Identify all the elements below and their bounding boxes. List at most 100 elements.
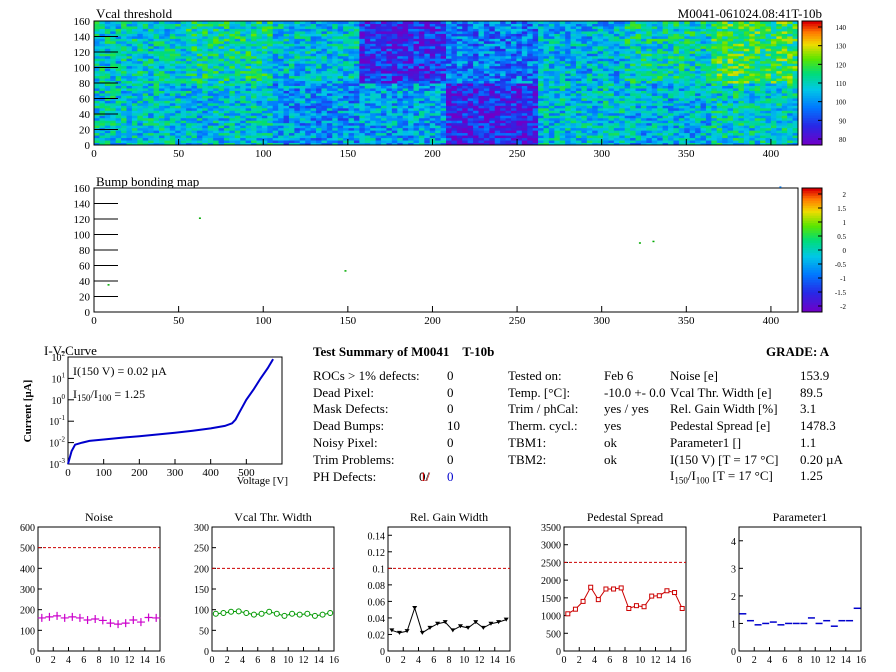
vcal-cell [413, 107, 420, 111]
vcal-cell [391, 107, 398, 111]
vcal-cell [527, 125, 534, 129]
vcal-cell [381, 125, 387, 129]
vcal-cell [310, 102, 317, 106]
vcal-cell [727, 63, 734, 67]
vcal-cell [121, 78, 127, 82]
vcal-cell [727, 90, 734, 94]
vcal-cell [657, 132, 664, 136]
vcal-cell [575, 65, 582, 69]
vcal-cell [218, 63, 225, 67]
vcal-cell [418, 137, 425, 141]
vcal-cell [765, 110, 772, 114]
vcal-cell [483, 132, 490, 136]
vcal-cell [689, 73, 696, 77]
vcal-cell [662, 115, 669, 119]
vcal-cell [781, 65, 788, 69]
vcal-cell [164, 80, 171, 84]
vcal-cell [467, 55, 474, 59]
vcal-cell [402, 78, 409, 82]
vcal-cell [278, 78, 285, 82]
vcal-cell [624, 78, 631, 82]
vcal-cell [191, 115, 198, 119]
vcal-cell [592, 112, 599, 116]
vcal-cell [272, 50, 279, 54]
vcal-cell [554, 75, 561, 79]
vcal-cell [575, 117, 582, 121]
vcal-cell [554, 102, 561, 106]
vcal-cell [760, 65, 767, 69]
vcal-cell [754, 55, 761, 59]
vcal-cell [321, 127, 328, 131]
vcal-cell [640, 90, 647, 94]
vcal-cell [251, 117, 257, 121]
vcal-cell [689, 58, 696, 62]
vcal-cell [765, 78, 772, 82]
vcal-cell [186, 92, 192, 96]
vcal-cell [440, 53, 447, 57]
vcal-cell [316, 97, 322, 101]
vcal-cell [462, 137, 469, 141]
vcal-cell [240, 73, 247, 77]
vcal-cell [180, 60, 187, 64]
vcal-cell [651, 125, 658, 129]
vcal-cell [711, 137, 718, 141]
vcal-cell [121, 95, 127, 99]
vcal-cell [218, 97, 225, 101]
vcal-cell [640, 75, 647, 79]
vcal-cell [191, 48, 198, 52]
vcal-cell [505, 83, 512, 86]
vcal-cell [381, 112, 387, 116]
vcal-cell [592, 137, 599, 141]
vcal-cell [478, 142, 485, 146]
vcal-cell [435, 102, 442, 106]
vcal-cell [749, 117, 756, 121]
vcal-cell [229, 102, 236, 106]
vcal-cell [218, 55, 225, 59]
vcal-cell [624, 105, 631, 109]
vcal-cell [543, 120, 550, 124]
vcal-cell [483, 50, 490, 54]
vcal-cell [272, 100, 279, 104]
vcal-cell [294, 132, 301, 136]
vcal-cell [456, 110, 463, 114]
vcal-cell [776, 83, 783, 86]
vcal-cell [494, 92, 501, 96]
vcal-cell [359, 137, 366, 141]
vcal-cell [619, 50, 626, 54]
vcal-cell [418, 90, 425, 94]
vcal-cell [527, 58, 534, 62]
vcal-cell [462, 117, 469, 121]
vcal-cell [554, 130, 561, 134]
vcal-cell [613, 127, 620, 131]
vcal-cell [169, 95, 176, 99]
vcal-cell [321, 65, 328, 69]
vcal-cell [299, 92, 306, 96]
vcal-cell [505, 100, 512, 104]
vcal-cell [673, 132, 680, 136]
vcal-cell [608, 63, 615, 67]
vcal-cell [738, 78, 745, 82]
vcal-cell [110, 132, 117, 136]
vcal-cell [288, 85, 295, 89]
vcal-cell [299, 63, 306, 67]
vcal-cell [353, 75, 360, 79]
vcal-cell [110, 97, 117, 101]
vcal-cell [332, 65, 339, 69]
vcal-cell [288, 130, 295, 134]
vcal-cell [121, 122, 127, 126]
vcal-cell [554, 135, 561, 139]
vcal-cell [381, 75, 387, 79]
vcal-cell [391, 65, 398, 69]
vcal-cell [251, 83, 257, 86]
vcal-cell [478, 75, 485, 79]
vcal-cell [353, 122, 360, 126]
vcal-cell [651, 115, 658, 119]
vcal-cell [770, 83, 777, 86]
vcal-cell [543, 65, 550, 69]
vcal-cell [613, 68, 620, 72]
vcal-cell [565, 127, 572, 131]
vcal-cell [169, 112, 176, 116]
vcal-cell [375, 107, 382, 111]
vcal-cell [467, 137, 474, 141]
vcal-cell [603, 137, 609, 141]
